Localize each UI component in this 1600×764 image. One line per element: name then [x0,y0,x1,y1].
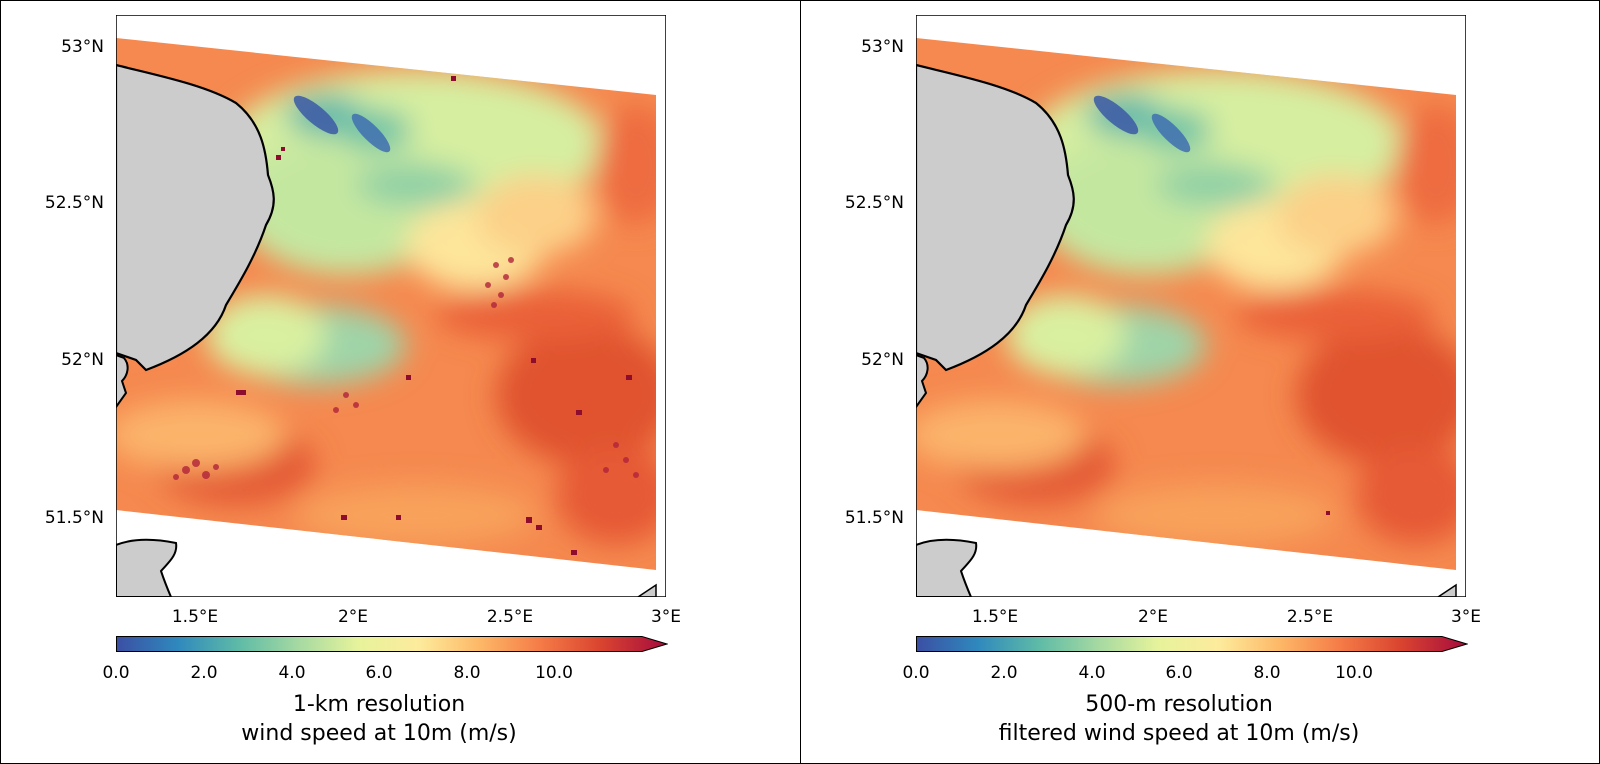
wind-speed-map-1km [116,15,666,597]
lat-tick-52-5: 52.5°N [844,193,904,213]
colorbar-1km [116,636,668,652]
cbar-tick-0: 0.0 [902,663,930,683]
panel-divider [800,0,801,764]
coastline-south [116,538,178,597]
coastline-land [116,63,275,372]
lon-tick-3: 3°E [1450,607,1482,627]
caption-line2-500m: filtered wind speed at 10m (m/s) [998,721,1360,746]
lon-tick-1-5: 1.5°E [171,607,219,627]
lat-tick-53: 53°N [61,37,104,57]
panel-1km: 53°N 52.5°N 52°N 51.5°N 1.5°E 2°E 2.5°E … [44,15,682,746]
cbar-tick-6: 6.0 [1165,663,1193,683]
cbar-tick-8: 8.0 [453,663,481,683]
cbar-tick-10: 10.0 [1335,663,1373,683]
cbar-tick-4: 4.0 [1078,663,1106,683]
lat-tick-52-5: 52.5°N [44,193,104,213]
lon-tick-3: 3°E [650,607,682,627]
lon-tick-2-5: 2.5°E [1286,607,1334,627]
caption-line2-1km: wind speed at 10m (m/s) [241,721,517,746]
lat-tick-51-5: 51.5°N [844,508,904,528]
cbar-tick-10: 10.0 [535,663,573,683]
lon-tick-2-5: 2.5°E [486,607,534,627]
map-svg-500m [916,15,1466,597]
coastline-south [916,538,978,597]
cbar-tick-2: 2.0 [190,663,218,683]
lon-tick-2: 2°E [337,607,369,627]
coastline-land [916,63,1075,372]
colorbar-500m [916,636,1468,652]
wind-speed-map-500m [916,15,1466,597]
map-svg-1km [116,15,666,597]
cbar-tick-8: 8.0 [1253,663,1281,683]
cbar-tick-0: 0.0 [102,663,130,683]
caption-line1-500m: 500-m resolution [1085,692,1273,717]
wind-farm-marks [236,76,632,555]
cbar-tick-6: 6.0 [365,663,393,683]
panel-500m: 53°N 52.5°N 52°N 51.5°N 1.5°E 2°E 2.5°E … [800,0,1600,764]
lat-tick-52: 52°N [861,350,904,370]
lat-tick-53: 53°N [861,37,904,57]
lat-tick-52: 52°N [61,350,104,370]
lat-tick-51-5: 51.5°N [44,508,104,528]
lon-tick-1-5: 1.5°E [971,607,1019,627]
cbar-tick-2: 2.0 [990,663,1018,683]
lon-tick-2: 2°E [1137,607,1169,627]
caption-line1-1km: 1-km resolution [292,692,466,717]
cbar-tick-4: 4.0 [278,663,306,683]
